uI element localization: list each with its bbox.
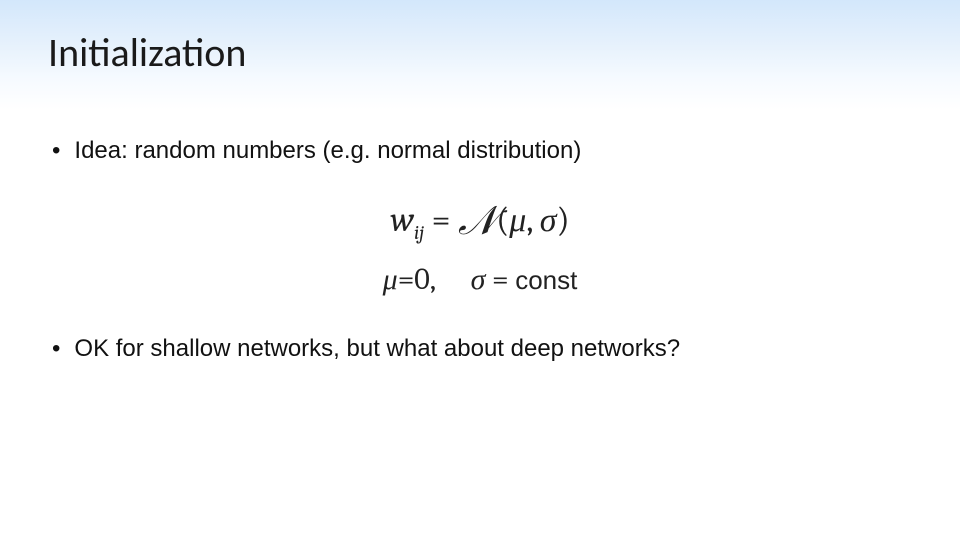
formula-close-paren: ) bbox=[557, 200, 570, 240]
formula-comma: , bbox=[526, 200, 532, 240]
bullet-item: • OK for shallow networks, but what abou… bbox=[52, 333, 912, 364]
formula-normal-dist-symbol: 𝒩 bbox=[458, 197, 496, 244]
formula-open-paren: ( bbox=[496, 200, 509, 240]
bullet-dot-icon: • bbox=[52, 333, 60, 364]
formula-line-1: wij = 𝒩(μ, σ) bbox=[48, 194, 912, 244]
formula-mu-lhs: μ bbox=[383, 262, 398, 297]
formula-weight-var: w bbox=[390, 200, 414, 240]
bullet-dot-icon: • bbox=[52, 135, 60, 166]
formula-equals: = bbox=[432, 200, 451, 240]
formula-weight-subscript: ij bbox=[414, 221, 424, 244]
bullet-item: • Idea: random numbers (e.g. normal dist… bbox=[52, 135, 912, 166]
formula-sigma: σ bbox=[540, 200, 557, 240]
formula-mu: μ bbox=[509, 200, 526, 240]
bullet-text: Idea: random numbers (e.g. normal distri… bbox=[74, 135, 581, 166]
formula-const: const bbox=[515, 265, 577, 295]
slide-container: Initialization • Idea: random numbers (e… bbox=[0, 0, 960, 540]
slide-title: Initialization bbox=[48, 28, 912, 77]
bullet-text: OK for shallow networks, but what about … bbox=[74, 333, 680, 364]
formula-line-2: μ=0, σ = const bbox=[48, 262, 912, 297]
formula-block: wij = 𝒩(μ, σ) μ=0, σ = const bbox=[48, 194, 912, 297]
formula-mu-eq-zero: =0, bbox=[398, 262, 436, 297]
formula-sigma-lhs: σ bbox=[471, 262, 486, 297]
formula-sigma-equals: = bbox=[492, 262, 509, 297]
